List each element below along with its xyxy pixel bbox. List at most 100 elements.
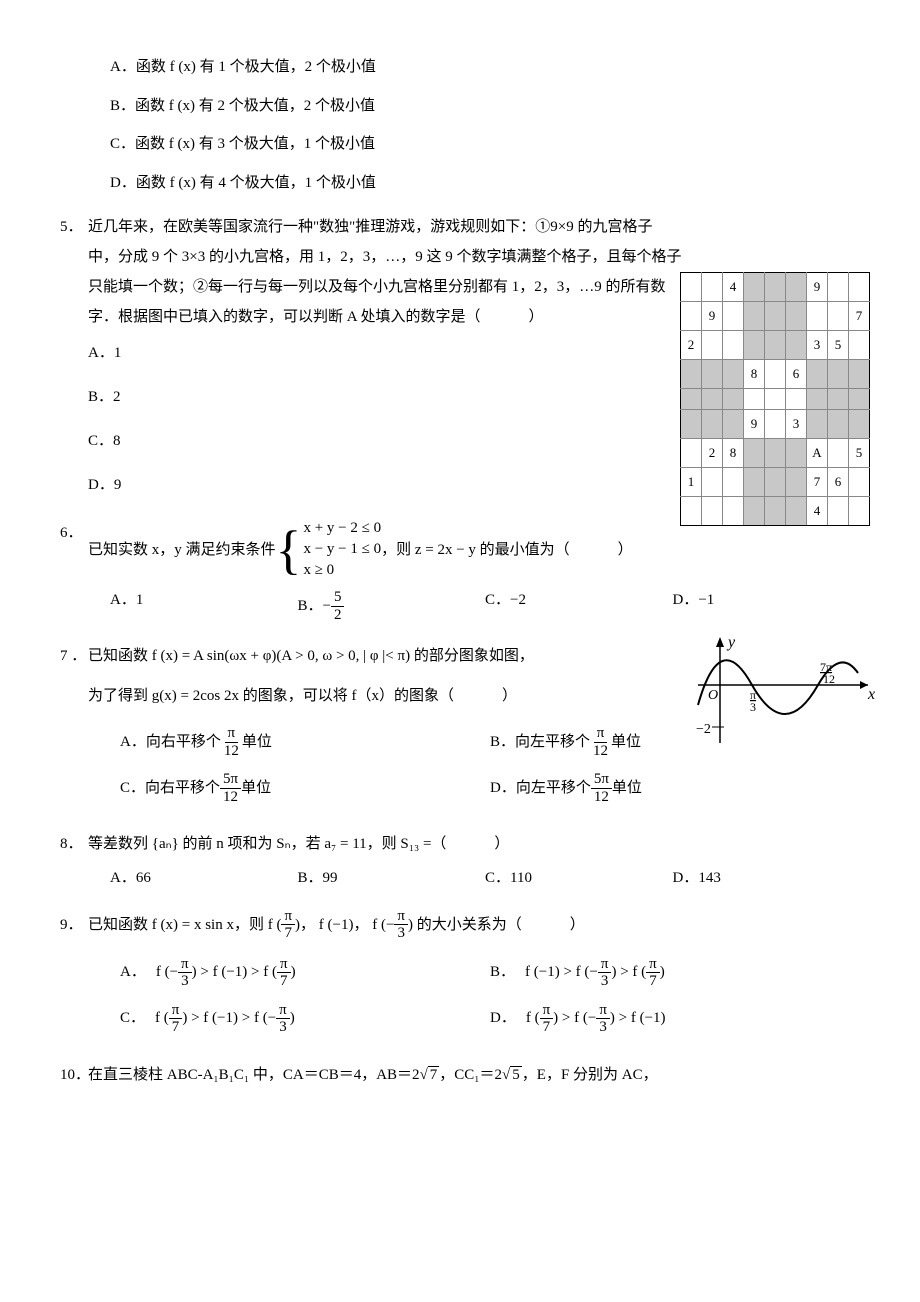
sudoku-cell xyxy=(681,273,702,302)
sine-graph: y x O −2 π 3 7π 12 xyxy=(690,633,880,764)
q9-option-b: B． f (−1) > f (−π3) > f (π7) xyxy=(490,956,860,990)
q9-option-a: A． f (−π3) > f (−1) > f (π7) xyxy=(120,956,490,990)
sudoku-cell xyxy=(681,410,702,439)
sudoku-cell xyxy=(849,273,870,302)
sudoku-cell xyxy=(849,410,870,439)
sudoku-cell xyxy=(702,468,723,497)
sudoku-cell: 8 xyxy=(744,360,765,389)
sudoku-cell: 3 xyxy=(807,331,828,360)
sudoku-cell xyxy=(828,389,849,410)
q6-option-c: C．−2 xyxy=(485,589,673,623)
q7-stem1: 已知函数 f (x) = A sin(ωx + φ)(A > 0, ω > 0,… xyxy=(88,648,534,664)
sudoku-cell: 6 xyxy=(786,360,807,389)
sudoku-cell xyxy=(765,410,786,439)
q9-option-d: D． f (π7) > f (−π3) > f (−1) xyxy=(490,1002,860,1036)
q5-stem-l1: 近几年来，在欧美等国家流行一种"数独"推理游戏，游戏规则如下：①9×9 的九宫格… xyxy=(88,219,652,235)
q6: 6． 已知实数 x，y 满足约束条件 { x + y − 2 ≤ 0 x − y… xyxy=(60,518,860,581)
q7: 7 ． 已知函数 f (x) = A sin(ωx + φ)(A > 0, ω … xyxy=(60,641,860,711)
sudoku-cell xyxy=(744,468,765,497)
q9-number: 9． xyxy=(60,910,83,940)
sudoku-cell xyxy=(828,360,849,389)
q4-option-b: B．函数 f (x) 有 2 个极大值，2 个极小值 xyxy=(110,95,860,118)
sudoku-cell xyxy=(744,302,765,331)
q9-stem-a: 已知函数 f (x) = x sin x，则 f ( xyxy=(88,910,281,940)
sudoku-cell: 9 xyxy=(744,410,765,439)
q7-stem2: 为了得到 g(x) = 2cos 2x 的图象，可以将 f（x）的图象（） xyxy=(88,688,517,704)
q6-number: 6． xyxy=(60,518,83,548)
q6-pre: 已知实数 x，y 满足约束条件 xyxy=(88,535,276,565)
q6-option-d: D．−1 xyxy=(673,589,861,623)
q5-stem-l3: 只能填一个数；②每一行与每一列以及每个小九宫格里分别都有 1，2，3，…9 的所… xyxy=(88,279,666,295)
sudoku-cell xyxy=(786,302,807,331)
sudoku-cell xyxy=(786,468,807,497)
svg-text:x: x xyxy=(867,686,875,703)
q6-option-a: A．1 xyxy=(110,589,298,623)
q6-brace: { x + y − 2 ≤ 0 x − y − 1 ≤ 0 x ≥ 0 xyxy=(276,518,382,581)
sudoku-cell xyxy=(702,360,723,389)
q4-options: A．函数 f (x) 有 1 个极大值，2 个极小值 B．函数 f (x) 有 … xyxy=(60,56,860,194)
q10-number: 10． xyxy=(60,1060,90,1090)
sudoku-cell xyxy=(765,302,786,331)
q4-option-a: A．函数 f (x) 有 1 个极大值，2 个极小值 xyxy=(110,56,860,79)
q8-option-b: B．99 xyxy=(298,867,486,890)
sudoku-cell xyxy=(765,273,786,302)
sudoku-cell xyxy=(681,360,702,389)
sudoku-cell: 8 xyxy=(723,439,744,468)
sudoku-cell: 5 xyxy=(849,439,870,468)
q9-stem-b: )， f (−1)， f (− xyxy=(295,910,394,940)
sudoku-cell xyxy=(723,302,744,331)
sudoku-cell: 6 xyxy=(828,468,849,497)
svg-text:3: 3 xyxy=(750,700,756,714)
sudoku-cell xyxy=(849,468,870,497)
q7-option-d: D．向左平移个 5π12 单位 xyxy=(490,771,860,805)
sudoku-cell: 5 xyxy=(828,331,849,360)
sudoku-cell: 7 xyxy=(849,302,870,331)
q9: 9． 已知函数 f (x) = x sin x，则 f ( π7 )， f (−… xyxy=(60,908,860,942)
sudoku-cell xyxy=(807,410,828,439)
sudoku-cell xyxy=(828,439,849,468)
sudoku-cell xyxy=(702,410,723,439)
q8-stem: 等差数列 {aₙ} 的前 n 项和为 Sₙ，若 a₇ = 11，则 S₁₃ =（… xyxy=(88,836,509,852)
q8-options: A．66 B．99 C．110 D．143 xyxy=(60,867,860,890)
q4-option-c: C．函数 f (x) 有 3 个极大值，1 个极小值 xyxy=(110,133,860,156)
svg-text:O: O xyxy=(708,688,718,703)
sudoku-cell xyxy=(786,389,807,410)
sudoku-cell xyxy=(786,273,807,302)
svg-text:y: y xyxy=(726,634,736,651)
sudoku-cell xyxy=(723,331,744,360)
sudoku-cell xyxy=(702,273,723,302)
q5-stem-l4: 字．根据图中已填入的数字，可以判断 A 处填入的数字是（） xyxy=(88,309,544,325)
sudoku-cell xyxy=(807,302,828,331)
svg-text:−2: −2 xyxy=(696,722,711,737)
sudoku-cell xyxy=(807,389,828,410)
q8-option-a: A．66 xyxy=(110,867,298,890)
sudoku-cell xyxy=(744,273,765,302)
q9-option-c: C． f (π7) > f (−1) > f (−π3) xyxy=(120,1002,490,1036)
q5-stem-l2: 中，分成 9 个 3×3 的小九宫格，用 1，2，3，…，9 这 9 个数字填满… xyxy=(88,249,681,265)
q10: 10． 在直三棱柱 ABC‐A₁B₁C₁ 中，CA＝CB＝4，AB＝27，CC₁… xyxy=(60,1060,860,1090)
sudoku-cell xyxy=(765,331,786,360)
sudoku-cell xyxy=(723,410,744,439)
q9-options: A． f (−π3) > f (−1) > f (π7) B． f (−1) >… xyxy=(60,950,860,1042)
sudoku-cell xyxy=(723,468,744,497)
q8: 8． 等差数列 {aₙ} 的前 n 项和为 Sₙ，若 a₇ = 11，则 S₁₃… xyxy=(60,829,860,859)
sudoku-cell xyxy=(681,389,702,410)
q7-option-a: A．向右平移个 π12 单位 xyxy=(120,725,490,759)
sudoku-grid: 4997235869328A51764 xyxy=(680,272,870,526)
sudoku-cell xyxy=(744,389,765,410)
sudoku-cell xyxy=(744,439,765,468)
sudoku-cell xyxy=(765,468,786,497)
sudoku-cell xyxy=(786,331,807,360)
sudoku-cell xyxy=(765,439,786,468)
sudoku-cell: 1 xyxy=(681,468,702,497)
sudoku-cell xyxy=(849,389,870,410)
q6-options: A．1 B． − 52 C．−2 D．−1 xyxy=(60,589,860,623)
svg-text:12: 12 xyxy=(823,672,835,686)
sudoku-cell: 2 xyxy=(681,331,702,360)
sudoku-cell xyxy=(723,389,744,410)
sudoku-cell xyxy=(702,389,723,410)
sudoku-cell: 7 xyxy=(807,468,828,497)
sudoku-cell xyxy=(765,389,786,410)
sudoku-cell: 4 xyxy=(723,273,744,302)
q8-number: 8． xyxy=(60,829,83,859)
